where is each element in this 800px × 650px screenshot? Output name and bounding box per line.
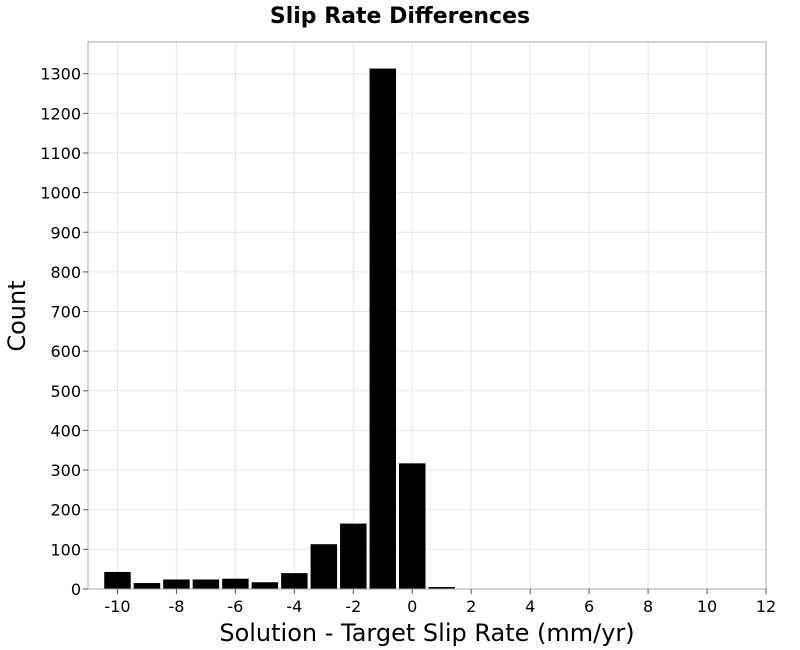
y-tick-label: 1100 <box>40 144 81 163</box>
histogram-bar <box>428 587 455 589</box>
y-tick-label: 1300 <box>40 65 81 84</box>
x-tick-label: -6 <box>227 597 243 616</box>
y-tick-label: 300 <box>50 461 81 480</box>
histogram-bar <box>251 582 279 589</box>
y-tick-label: 0 <box>71 580 81 599</box>
grid <box>87 42 767 590</box>
y-tick-label: 500 <box>50 382 81 401</box>
y-axis-label: Count <box>3 280 31 351</box>
histogram-bar <box>340 523 367 589</box>
x-tick-label: -4 <box>286 597 302 616</box>
x-tick-label: -8 <box>168 597 184 616</box>
y-tick-label: 1200 <box>40 104 81 123</box>
histogram-bar <box>133 583 161 589</box>
y-tick-label: 600 <box>50 342 81 361</box>
plot-frame <box>87 41 767 590</box>
histogram-bar <box>310 544 338 589</box>
y-tick-label: 400 <box>50 421 81 440</box>
histogram-bar <box>192 579 220 589</box>
y-tick-label: 900 <box>50 223 81 242</box>
y-tick-label: 200 <box>50 501 81 520</box>
histogram-bar <box>369 68 397 589</box>
y-tick-label: 100 <box>50 540 81 559</box>
histogram-bar <box>104 571 131 589</box>
x-tick-label: 4 <box>525 597 535 616</box>
chart-title: Slip Rate Differences <box>270 4 530 29</box>
x-tick-label: 6 <box>584 597 594 616</box>
histogram-bar <box>281 573 308 589</box>
y-tick-label: 700 <box>50 303 81 322</box>
x-tick-label: 0 <box>407 597 417 616</box>
y-tick-label: 800 <box>50 263 81 282</box>
x-tick-label: 8 <box>643 597 653 616</box>
histogram-bar <box>222 578 249 589</box>
x-tick-label: -2 <box>345 597 361 616</box>
x-tick-label: 2 <box>466 597 476 616</box>
x-tick-label: -10 <box>104 597 130 616</box>
histogram-bar <box>163 579 190 589</box>
x-axis-ticks: -10 -8 -6 -4 -2 0 2 4 6 8 10 12 <box>104 589 776 616</box>
histogram-bar <box>399 463 426 589</box>
x-axis-label: Solution - Target Slip Rate (mm/yr) <box>219 619 634 647</box>
y-tick-label: 1000 <box>40 184 81 203</box>
bars <box>104 68 455 589</box>
x-tick-label: 10 <box>697 597 717 616</box>
x-tick-label: 12 <box>756 597 776 616</box>
y-axis-ticks: 0 100 200 300 400 500 600 700 800 900 1000 1100 1200… <box>40 65 88 599</box>
